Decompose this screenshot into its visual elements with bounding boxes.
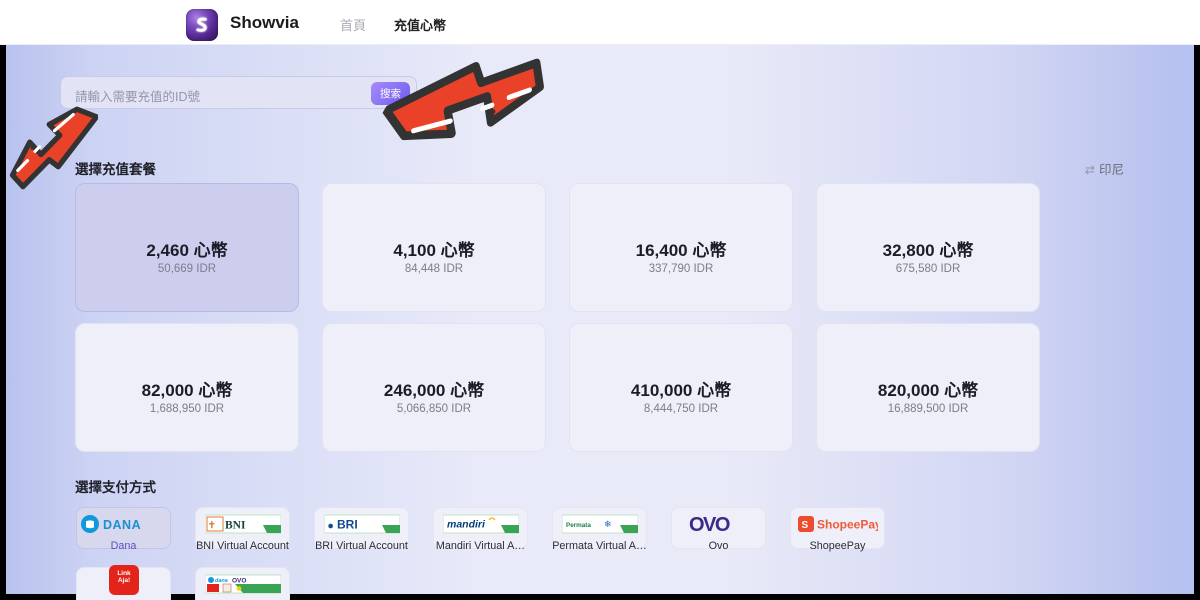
svg-text:BRI: BRI [337, 518, 358, 532]
svg-text:mandiri: mandiri [447, 519, 486, 531]
svg-text:⬢: ⬢ [328, 523, 333, 530]
svg-text:Aja!: Aja! [117, 577, 129, 584]
svg-text:Link: Link [117, 570, 131, 577]
svg-text:❄: ❄ [604, 519, 612, 529]
svg-text:dana: dana [215, 578, 228, 584]
svg-text:DANA: DANA [103, 518, 141, 532]
svg-text:S: S [801, 520, 808, 531]
svg-text:BNI: BNI [225, 520, 246, 532]
svg-text:✝: ✝ [208, 520, 216, 530]
svg-text:OVO: OVO [689, 514, 730, 535]
svg-text:Permata: Permata [566, 522, 591, 529]
svg-text:ShopeePay: ShopeePay [817, 518, 878, 532]
svg-text:OVO: OVO [232, 578, 246, 585]
